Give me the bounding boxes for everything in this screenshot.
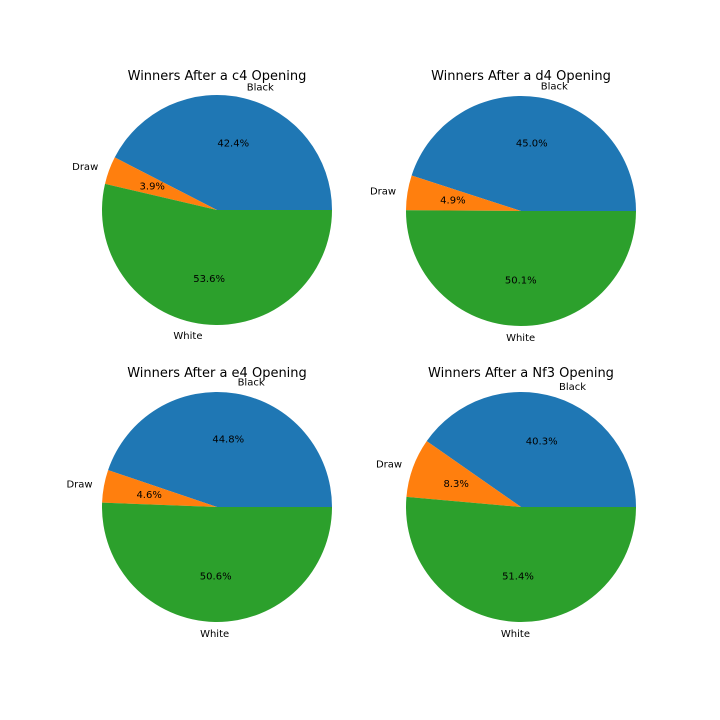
- pie-slice-black: [426, 392, 636, 507]
- pie-slice-draw: [406, 441, 521, 507]
- pie-slice-white: [406, 496, 636, 622]
- pct-label-draw: 4.9%: [440, 195, 465, 206]
- pct-label-draw: 3.9%: [140, 182, 165, 193]
- category-label-draw: Draw: [66, 480, 92, 491]
- pct-label-white: 50.1%: [505, 275, 537, 286]
- category-label-white: White: [506, 333, 535, 344]
- chart-title: Winners After a c4 Opening: [128, 69, 307, 84]
- category-label-black: Black: [238, 378, 265, 389]
- category-label-black: Black: [559, 382, 586, 393]
- pct-label-white: 50.6%: [200, 571, 232, 582]
- category-label-white: White: [200, 629, 229, 640]
- pie-chart-4: Winners After a Nf3 Opening 40.3% Black 8.3…: [376, 366, 636, 640]
- category-label-white: White: [173, 331, 202, 342]
- pie-chart-2: Winners After a d4 Opening 45.0% Black 4.9%…: [370, 69, 636, 344]
- pct-label-draw: 4.6%: [136, 490, 161, 501]
- pie-slice-white: [406, 210, 636, 326]
- chart-title: Winners After a e4 Opening: [127, 366, 307, 381]
- pie-slice-white: [102, 502, 332, 622]
- category-label-draw: Draw: [370, 186, 396, 197]
- pie-slice-black: [114, 95, 333, 210]
- category-label-black: Black: [541, 82, 568, 93]
- pie-slice-draw: [105, 157, 217, 210]
- pct-label-white: 51.4%: [502, 571, 534, 582]
- chart-title: Winners After a d4 Opening: [431, 69, 611, 84]
- pct-label-black: 40.3%: [526, 437, 558, 448]
- pct-label-draw: 8.3%: [443, 479, 468, 490]
- category-label-black: Black: [247, 83, 274, 94]
- pie-slice-draw: [406, 175, 521, 211]
- pie-slice-draw: [102, 470, 217, 507]
- chart-title: Winners After a Nf3 Opening: [428, 366, 614, 381]
- category-label-draw: Draw: [72, 162, 98, 173]
- pie-slice-white: [101, 183, 332, 325]
- pie-chart-3: Winners After a e4 Opening 44.8% Black 4.6%…: [66, 366, 332, 640]
- pie-slice-black: [108, 391, 332, 507]
- pie-chart-1: Winners After a c4 Opening 42.4% Black 3.9%…: [72, 69, 333, 342]
- pct-label-black: 42.4%: [217, 138, 249, 149]
- category-label-white: White: [501, 629, 530, 640]
- pie-slice-black: [411, 96, 636, 211]
- pct-label-black: 45.0%: [516, 138, 548, 149]
- pct-label-white: 53.6%: [193, 274, 225, 285]
- pct-label-black: 44.8%: [212, 434, 244, 445]
- category-label-draw: Draw: [376, 459, 402, 470]
